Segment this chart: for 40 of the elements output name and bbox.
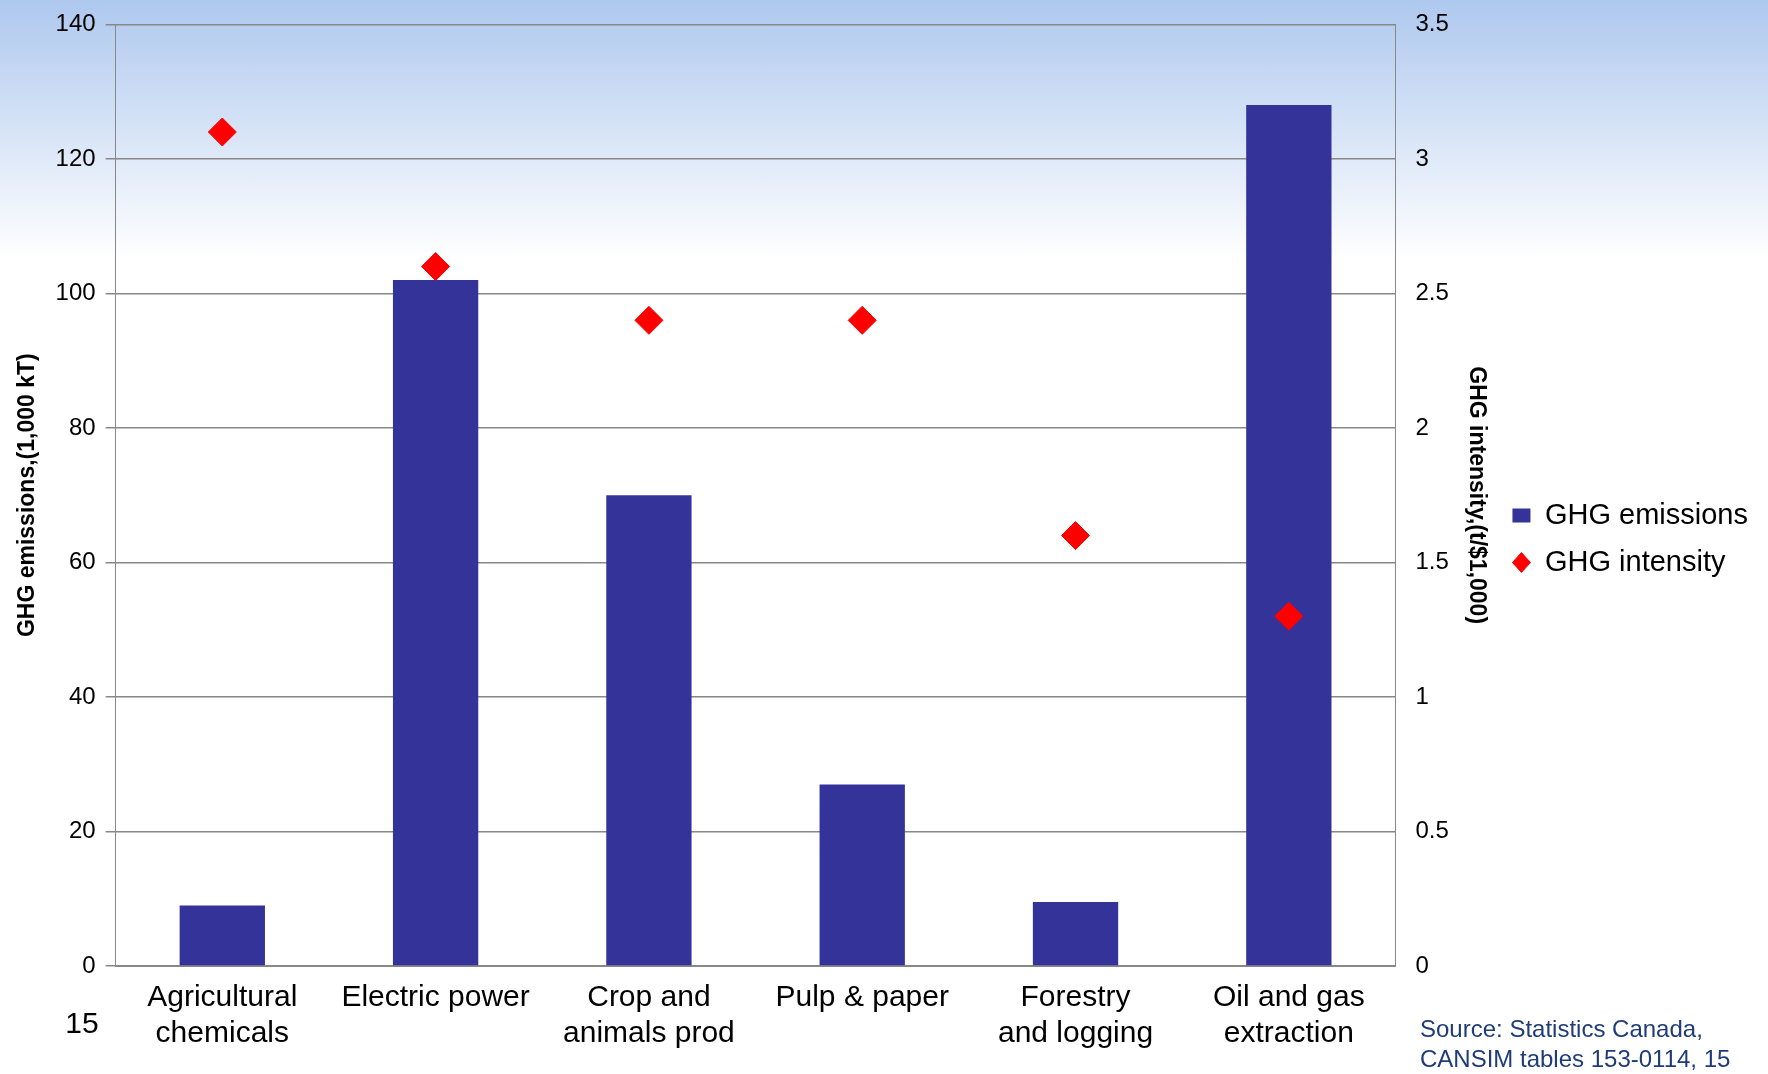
x-tick-label: Crop and animals prod bbox=[563, 979, 735, 1049]
bar bbox=[392, 279, 479, 966]
bar bbox=[1032, 902, 1119, 966]
bar bbox=[606, 495, 692, 966]
y2-tick-label: 0 bbox=[1415, 950, 1429, 978]
y2-tick-label: 2.5 bbox=[1415, 278, 1449, 306]
y-tick-label: 100 bbox=[55, 278, 96, 306]
y2-tick-label: 2 bbox=[1415, 412, 1429, 440]
text: 15 bbox=[65, 1006, 99, 1040]
x-tick-label: Electric power bbox=[341, 979, 530, 1013]
point bbox=[207, 117, 237, 147]
y-tick-label: 0 bbox=[82, 950, 96, 978]
y2-tick-label: 1 bbox=[1415, 681, 1429, 709]
x-tick-label: Forestry and logging bbox=[997, 979, 1154, 1049]
point bbox=[1061, 521, 1091, 551]
x-tick-label: Oil and gas extraction bbox=[1212, 979, 1365, 1049]
y2-tick-label: 3.5 bbox=[1415, 9, 1449, 37]
point bbox=[847, 305, 877, 335]
point bbox=[634, 305, 664, 335]
bar bbox=[819, 784, 905, 966]
y-tick-label: 60 bbox=[68, 547, 96, 575]
x-tick-label: Pulp & paper bbox=[775, 979, 949, 1013]
bar bbox=[1246, 105, 1332, 966]
source-note: Source: Statistics Canada, CANSIM tables 153-0114, 15 bbox=[1420, 1014, 1731, 1072]
y-tick-label: 140 bbox=[55, 9, 96, 37]
legend-label: GHG intensity bbox=[1544, 544, 1726, 577]
y2-tick-label: 0.5 bbox=[1415, 816, 1449, 844]
point bbox=[1274, 601, 1304, 631]
y2-tick-label: 3 bbox=[1415, 143, 1429, 171]
legend-label: GHG emissions bbox=[1544, 497, 1748, 530]
y2-axis-title: GHG intensity,(t/$1,000) bbox=[1465, 366, 1492, 625]
y-tick-label: 120 bbox=[55, 143, 96, 171]
y-tick-label: 80 bbox=[68, 412, 96, 440]
y2-tick-label: 1.5 bbox=[1415, 547, 1449, 575]
bar bbox=[179, 905, 265, 966]
y-axis-title: GHG emissions,(1,000 kT) bbox=[13, 353, 40, 638]
x-tick-label: Agricultural chemicals bbox=[147, 979, 298, 1049]
y-tick-label: 40 bbox=[68, 681, 96, 709]
y-tick-label: 20 bbox=[68, 816, 96, 844]
point bbox=[421, 252, 451, 282]
